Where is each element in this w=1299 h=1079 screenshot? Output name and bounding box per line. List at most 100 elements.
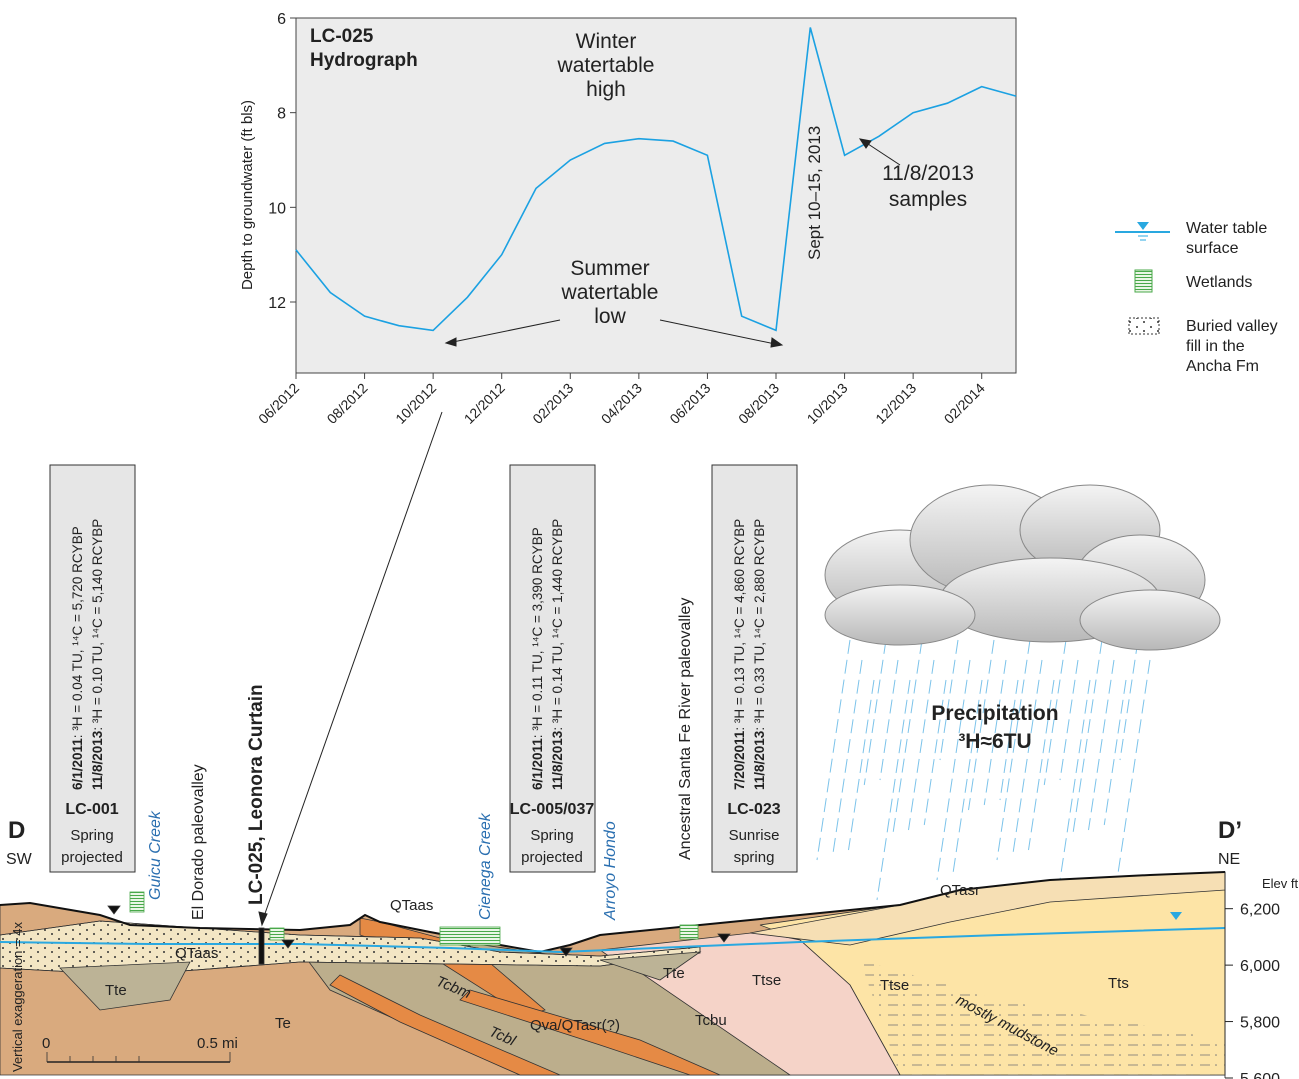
sample-text: : ³H = 0.04 TU, ¹⁴C = 5,720 RCYBP [70, 526, 85, 738]
rain-streak [1043, 639, 1067, 786]
section-end: D’ [1218, 817, 1242, 844]
sample-date: 6/1/2011 [70, 738, 85, 790]
rain-streak [983, 659, 1007, 806]
precipitation-label: Precipitation [931, 702, 1058, 725]
rain-streak [1088, 659, 1115, 831]
rain-streak [832, 659, 863, 856]
unit-label: QTasr [940, 882, 980, 899]
paleovalley-label: El Dorado paleovalley [190, 764, 207, 920]
plot-area [295, 17, 1017, 374]
rain-streak [1056, 679, 1091, 901]
sample-text: : ³H = 0.14 TU, ¹⁴C = 1,440 RCYBP [550, 519, 565, 731]
creek-label: Arroyo Hondo [602, 821, 619, 921]
sample-type: Spring [70, 827, 113, 844]
rain-streak [923, 679, 947, 826]
scale-label: 0 [42, 1035, 50, 1052]
rain-streak [1012, 659, 1043, 856]
annotation: Summer [570, 257, 649, 280]
section-end: D [8, 817, 25, 844]
rain-streak [1028, 679, 1055, 851]
x-tick-label: 08/2013 [735, 380, 782, 427]
precipitation-label: ³H≈6TU [958, 730, 1031, 753]
x-tick-label: 02/2013 [529, 380, 576, 427]
cloud [824, 484, 1221, 651]
y-tick-label: 12 [268, 295, 286, 312]
rain-streak [892, 639, 923, 836]
sample-result: 11/8/2013: ³H = 0.10 TU, ¹⁴C = 5,140 RCY… [90, 519, 105, 790]
annotation: low [594, 305, 626, 328]
sample-type: Spring [530, 827, 573, 844]
arrows [258, 138, 901, 927]
sample-text: : ³H = 0.33 TU, ¹⁴C = 2,880 RCYBP [752, 519, 767, 731]
sample-box [509, 464, 596, 873]
elev-axis-label: Elev ft [1262, 876, 1299, 891]
unit-label: Tcbu [695, 1012, 727, 1029]
sample-date: 11/8/2013 [752, 730, 767, 790]
sample-result: 7/20/2011: ³H = 0.13 TU, ¹⁴C = 4,860 RCY… [732, 519, 747, 790]
annotation: high [586, 78, 626, 101]
rain-streak [863, 639, 887, 786]
x-tick-label: 06/2012 [255, 380, 302, 427]
legend-label: Water table [1186, 220, 1267, 237]
chart-title: Hydrograph [310, 50, 418, 71]
x-tick-label: 12/2012 [461, 380, 508, 427]
elev-tick-label: 5,800 [1240, 1015, 1280, 1032]
annotation: Winter [576, 30, 637, 53]
y-tick-label: 8 [277, 106, 286, 123]
unit-label: Ttse [752, 972, 781, 989]
rain-streak [952, 679, 983, 876]
sample-result: 11/8/2013: ³H = 0.14 TU, ¹⁴C = 1,440 RCY… [550, 519, 565, 790]
sample-result: 6/1/2011: ³H = 0.04 TU, ¹⁴C = 5,720 RCYB… [70, 526, 85, 790]
rain-streak [1116, 659, 1151, 881]
rain-streak [848, 679, 875, 851]
well-label: LC-025, Leonora Curtain [246, 684, 267, 905]
creek-label: Cienega Creek [477, 812, 494, 920]
chart-title: LC-025 [310, 26, 374, 47]
sample-id: LC-023 [727, 801, 780, 818]
sample-type: projected [521, 849, 583, 866]
unit-label: Tte [663, 965, 685, 982]
hydrograph-line [295, 27, 1017, 332]
unit-label: Tts [1108, 975, 1129, 992]
rain-streak [1072, 639, 1103, 836]
x-tick-label: 06/2013 [666, 380, 713, 427]
rain-streak [936, 659, 971, 881]
x-tick-label: 10/2013 [804, 380, 851, 427]
sample-text: : ³H = 0.11 TU, ¹⁴C = 3,390 RCYBP [530, 527, 545, 738]
legend-label: Ancha Fm [1186, 358, 1259, 375]
x-tick-label: 10/2012 [392, 380, 439, 427]
vertical-exaggeration: Vertical exaggeration = 4x [10, 922, 25, 1072]
sample-type: Sunrise [729, 827, 780, 844]
labels: Depth to groundwater (ft bls) LC-025 Hydro… [6, 26, 1299, 1079]
x-tick-label: 02/2014 [941, 380, 988, 427]
rain-streak [1059, 659, 1079, 781]
rain-streak [879, 659, 899, 781]
y-tick-label: 10 [268, 200, 286, 217]
paleovalley-label: Ancestral Santa Fe River paleovalley [677, 598, 694, 860]
annotation: samples [889, 188, 967, 211]
annotation: Sept 10–15, 2013 [805, 126, 824, 260]
rain-streak [876, 679, 911, 901]
sample-date: 7/20/2011 [732, 730, 747, 790]
cross-section [0, 871, 1226, 1078]
x-tick-label: 04/2013 [598, 380, 645, 427]
legend [1115, 222, 1170, 335]
sample-date: 11/8/2013 [90, 730, 105, 790]
rain-streak [939, 639, 959, 761]
rain-streak [908, 659, 935, 831]
legend-label: Buried valley [1186, 318, 1278, 335]
y-tick-label: 6 [277, 11, 286, 28]
sample-result: 6/1/2011: ³H = 0.11 TU, ¹⁴C = 3,390 RCYB… [530, 527, 545, 790]
unit-label: Ttse [880, 977, 909, 994]
section-end-dir: SW [6, 851, 33, 868]
rain-streak [1119, 639, 1139, 761]
unit-label: Tte [105, 982, 127, 999]
sample-id: LC-005/037 [510, 801, 595, 818]
sample-date: 11/8/2013 [550, 730, 565, 790]
rain-streak [968, 639, 995, 811]
unit-label: QTaas [175, 945, 218, 962]
elev-tick-label: 6,000 [1240, 958, 1280, 975]
annotation: watertable [561, 281, 659, 304]
rain-streak [996, 639, 1031, 861]
